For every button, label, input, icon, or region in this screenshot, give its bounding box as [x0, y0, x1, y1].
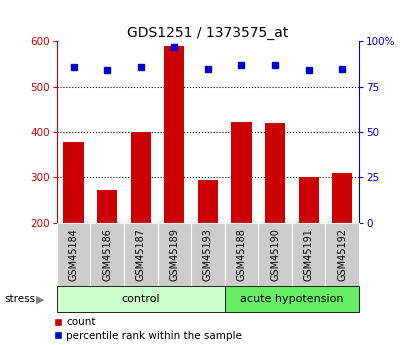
Bar	[164, 46, 184, 223]
Bar	[57, 286, 225, 312]
Bar	[124, 223, 158, 286]
Bar	[63, 142, 84, 223]
Text: GSM45192: GSM45192	[337, 228, 347, 281]
Text: control: control	[121, 294, 160, 304]
Text: acute hypotension: acute hypotension	[240, 294, 344, 304]
Bar	[198, 179, 218, 223]
Text: GSM45191: GSM45191	[304, 228, 314, 281]
Bar	[57, 223, 90, 286]
Text: GSM45186: GSM45186	[102, 228, 112, 281]
Bar	[258, 223, 292, 286]
Bar	[97, 190, 117, 223]
Bar	[158, 223, 191, 286]
Bar	[131, 132, 151, 223]
Bar	[265, 123, 285, 223]
Text: stress: stress	[4, 294, 35, 304]
Text: GSM45187: GSM45187	[136, 228, 146, 281]
Text: GSM45189: GSM45189	[169, 228, 179, 281]
Text: GSM45184: GSM45184	[68, 228, 79, 281]
Text: GSM45193: GSM45193	[203, 228, 213, 281]
Bar	[225, 286, 359, 312]
Bar	[191, 223, 225, 286]
Bar	[332, 173, 352, 223]
Text: ▶: ▶	[36, 294, 44, 304]
Bar	[299, 177, 319, 223]
Bar	[225, 223, 258, 286]
Legend: count, percentile rank within the sample: count, percentile rank within the sample	[53, 317, 242, 341]
Text: GSM45188: GSM45188	[236, 228, 247, 281]
Bar	[231, 122, 252, 223]
Title: GDS1251 / 1373575_at: GDS1251 / 1373575_at	[127, 26, 289, 40]
Bar	[90, 223, 124, 286]
Bar	[326, 223, 359, 286]
Bar	[292, 223, 326, 286]
Text: GSM45190: GSM45190	[270, 228, 280, 281]
